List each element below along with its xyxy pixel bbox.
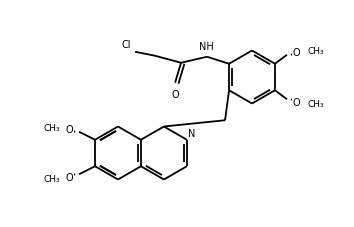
Text: CH₃: CH₃: [44, 124, 61, 133]
Text: N: N: [188, 129, 196, 139]
Text: CH₃: CH₃: [308, 99, 324, 108]
Text: O: O: [292, 48, 300, 58]
Text: CH₃: CH₃: [308, 47, 324, 56]
Text: O: O: [292, 97, 300, 107]
Text: O: O: [171, 90, 179, 100]
Text: NH: NH: [199, 42, 213, 52]
Text: O: O: [66, 125, 74, 135]
Text: O: O: [66, 172, 74, 182]
Text: Cl: Cl: [121, 39, 131, 49]
Text: CH₃: CH₃: [44, 174, 61, 183]
